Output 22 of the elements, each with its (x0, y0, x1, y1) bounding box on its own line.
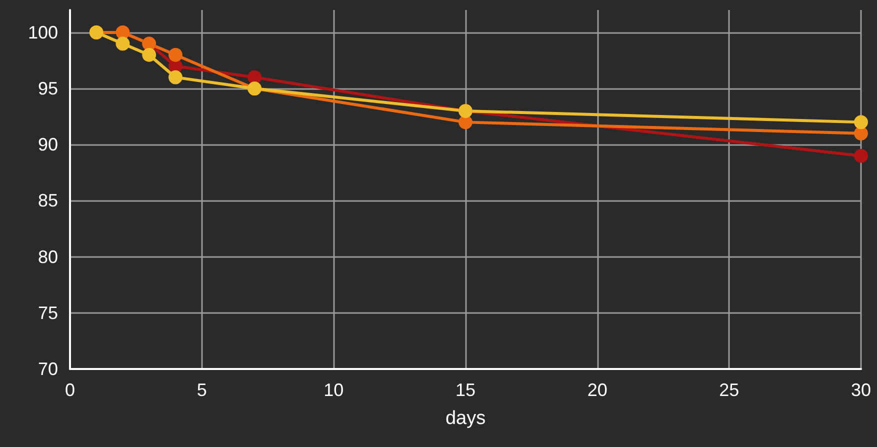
y-tick-label: 80 (38, 246, 58, 267)
point (854, 115, 868, 130)
x-tick-label: 25 (719, 380, 740, 400)
x-tick-label: 5 (196, 380, 207, 400)
x-tick-label: 0 (64, 380, 76, 400)
x-tick-label: 30 (850, 380, 872, 400)
y-tick-label: 70 (38, 359, 58, 379)
point (168, 70, 182, 84)
point (854, 148, 868, 163)
point (142, 48, 156, 62)
point (168, 48, 182, 62)
x-tick-label: 15 (455, 380, 476, 400)
x-tick-label: 20 (587, 380, 608, 400)
y-tick-label: 100 (28, 22, 58, 42)
y-tick-label: 90 (38, 134, 58, 155)
y-tick-label: 85 (38, 190, 58, 211)
point (116, 36, 130, 51)
x-tick-label: 10 (324, 380, 344, 400)
y-tick-label: 75 (38, 302, 58, 323)
point (854, 126, 868, 140)
x-axis-title: days (445, 408, 486, 429)
y-tick-label: 95 (38, 78, 58, 99)
